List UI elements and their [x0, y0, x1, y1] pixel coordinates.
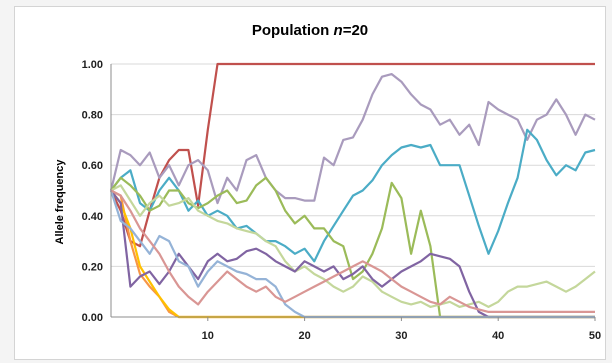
- x-tick-label: 10: [202, 330, 214, 342]
- axes: 0.00 0.20 0.40 0.60 0.80 1.00 10 20 30 40 50: [82, 59, 602, 342]
- chart-title: Population n=20: [252, 22, 368, 39]
- y-tick-label: 1.00: [82, 59, 103, 71]
- line-chart: Population n=20 Allele frequency 0.00 0.2…: [54, 22, 602, 342]
- x-tick-label: 40: [492, 330, 504, 342]
- x-tick-label: 50: [589, 330, 601, 342]
- y-tick-label: 0.80: [82, 110, 103, 122]
- series-line-10: [110, 189, 595, 313]
- series-line-1: [110, 62, 595, 248]
- series-group: [109, 62, 596, 319]
- y-tick-label: 0.40: [82, 211, 103, 223]
- series-line-8: [110, 189, 595, 319]
- series-line-7: [110, 184, 596, 308]
- y-axis-label: Allele frequency: [54, 159, 66, 245]
- y-tick-label: 0.60: [82, 160, 103, 172]
- x-tick-label: 30: [395, 330, 407, 342]
- chart-title-n: n: [334, 22, 343, 39]
- series-line-5: [110, 128, 596, 263]
- chart-frame: Population n=20 Allele frequency 0.00 0.2…: [14, 6, 606, 360]
- chart-title-main: Population: [252, 22, 334, 39]
- y-tick-label: 0.20: [82, 261, 103, 273]
- series-line-2: [110, 189, 595, 319]
- series-line-4: [109, 72, 596, 205]
- chart-title-rest: =20: [343, 22, 368, 39]
- x-tick-label: 20: [298, 330, 310, 342]
- y-tick-label: 0.00: [82, 312, 103, 324]
- series-line-9: [109, 190, 595, 319]
- series-line-3: [110, 189, 595, 319]
